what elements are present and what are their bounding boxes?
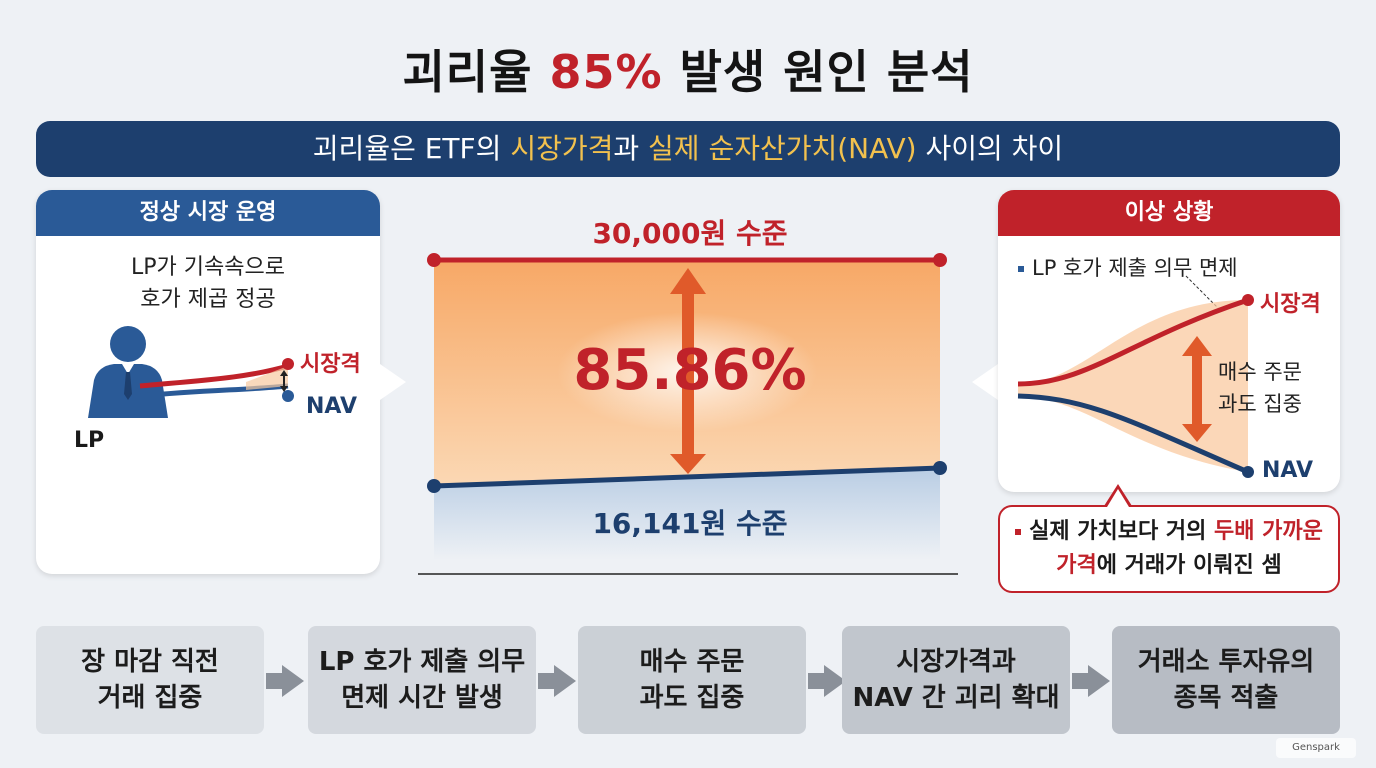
market-start-point [427, 253, 441, 267]
definition-banner: 괴리율은 ETF의 시장가격과 실제 순자산가치(NAV) 사이의 차이 [36, 121, 1340, 177]
normal-market-label: 시장격 [300, 352, 361, 377]
divergence-area [1018, 300, 1248, 472]
flow-step-5: 거래소 투자유의 종목 적출 [1112, 626, 1340, 734]
bullet-icon [1018, 266, 1024, 272]
nav-price-line [433, 465, 941, 489]
abnormal-panel: 이상 상황 LP 호가 제출 의무 면제 시장격 NAV 매수 주문 과도 집중 [998, 190, 1340, 492]
normal-market-heading: 정상 시장 운영 [36, 190, 380, 236]
flow-step-2: LP 호가 제출 의무 면제 시간 발생 [308, 626, 536, 734]
abnormal-heading: 이상 상황 [998, 190, 1340, 236]
abnormal-market-line [1017, 297, 1249, 387]
title-highlight: 85% [549, 45, 663, 99]
lp-person-label: LP [74, 428, 105, 453]
nav-area [434, 468, 940, 560]
flow-step-4: 시장가격과 NAV 간 괴리 확대 [842, 626, 1070, 734]
gap-double-arrow-icon [670, 268, 706, 474]
lp-description: LP가 기속속으로 호가 제곱 정공 [36, 252, 380, 316]
gap-percent-label: 85.86% [573, 338, 807, 403]
note-bullet-icon [1015, 529, 1022, 535]
flow-arrow-icon [824, 665, 846, 697]
lp-description-line1: LP가 기속속으로 [131, 255, 285, 280]
left-panel-pointer [380, 364, 406, 400]
banner-market-price: 시장가격 [510, 132, 614, 165]
brand-watermark: Genspark [1276, 738, 1356, 758]
divergence-double-arrow-icon [1182, 336, 1212, 442]
nav-end-point [933, 461, 947, 475]
abnormal-nav-line [1017, 393, 1249, 475]
abnormal-diagram [1017, 275, 1254, 478]
abnormal-nav-label: NAV [1262, 458, 1313, 483]
nav-level-label: 16,141원 수준 [592, 507, 788, 540]
person-icon [88, 326, 168, 418]
flow-step-3: 매수 주문 과도 집중 [578, 626, 806, 734]
small-gap-arrow-icon [280, 370, 288, 392]
normal-market-diagram [88, 326, 294, 418]
normal-market-panel: 정상 시장 운영 LP가 기속속으로 호가 제곱 정공 LP 시장격 NAV [36, 190, 380, 574]
flow-arrow-icon [554, 665, 576, 697]
flow-arrow-icon [1088, 665, 1110, 697]
price-gap-chart [418, 253, 958, 575]
flow-arrow-icon [282, 665, 304, 697]
page-title: 괴리율 85% 발생 원인 분석 [402, 45, 974, 99]
flow-step-1: 장 마감 직전 거래 집중 [36, 626, 264, 734]
normal-nav-label: NAV [306, 394, 357, 419]
lp-description-line2: 호가 제곱 정공 [140, 287, 276, 312]
market-price-level-label: 30,000원 수준 [592, 217, 788, 250]
right-panel-pointer [972, 364, 998, 400]
price-note: 실제 가치보다 거의 두배 가까운 가격에 거래가 이뤄진 셈 [998, 505, 1340, 593]
banner-nav: 실제 순자산가치(NAV) [648, 132, 917, 165]
nav-start-point [427, 479, 441, 493]
market-end-point [933, 253, 947, 267]
order-concentration-label: 매수 주문 과도 집중 [1218, 360, 1302, 416]
lp-exemption-bullet: LP 호가 제출 의무 면제 [1018, 252, 1238, 282]
normal-market-line [139, 363, 289, 389]
abnormal-market-label: 시장격 [1260, 292, 1321, 317]
